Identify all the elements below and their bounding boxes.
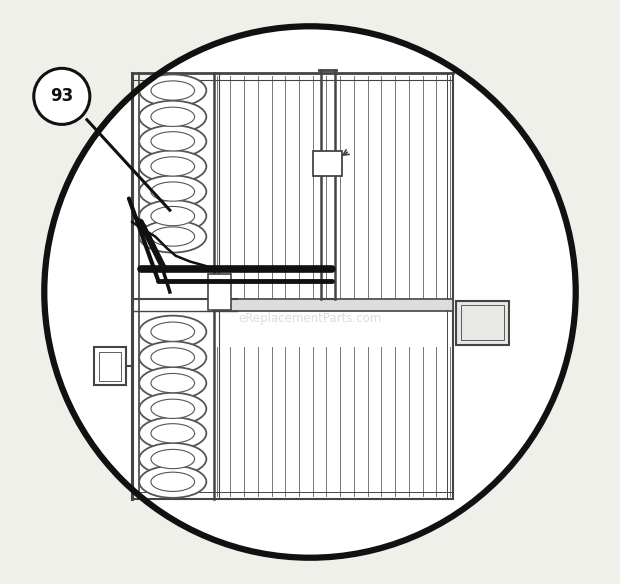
Ellipse shape	[139, 315, 206, 348]
Bar	[208, 274, 231, 310]
Bar	[313, 151, 342, 176]
Ellipse shape	[139, 393, 206, 425]
Bar	[461, 305, 504, 340]
Ellipse shape	[139, 75, 206, 107]
Ellipse shape	[151, 348, 195, 367]
Bar	[99, 352, 122, 381]
Ellipse shape	[139, 175, 206, 208]
Ellipse shape	[151, 182, 195, 201]
Ellipse shape	[151, 157, 195, 176]
Ellipse shape	[151, 81, 195, 100]
Ellipse shape	[139, 100, 206, 133]
Circle shape	[44, 26, 576, 558]
Ellipse shape	[139, 200, 206, 232]
Ellipse shape	[151, 424, 195, 443]
Ellipse shape	[151, 227, 195, 246]
Ellipse shape	[139, 151, 206, 182]
Ellipse shape	[139, 466, 206, 498]
Text: eReplacementParts.com: eReplacementParts.com	[238, 312, 382, 325]
Ellipse shape	[151, 374, 195, 393]
Bar	[94, 347, 126, 385]
Circle shape	[33, 68, 90, 124]
Ellipse shape	[151, 131, 195, 151]
Ellipse shape	[139, 221, 206, 253]
Ellipse shape	[151, 399, 195, 418]
Ellipse shape	[139, 367, 206, 399]
Text: 93: 93	[50, 88, 73, 105]
Ellipse shape	[151, 322, 195, 341]
Ellipse shape	[151, 206, 195, 226]
Ellipse shape	[151, 450, 195, 468]
Ellipse shape	[139, 443, 206, 475]
Bar	[214, 299, 453, 311]
Ellipse shape	[151, 107, 195, 127]
Bar	[456, 301, 508, 345]
Ellipse shape	[139, 417, 206, 450]
Ellipse shape	[139, 126, 206, 157]
Ellipse shape	[139, 341, 206, 374]
Ellipse shape	[151, 472, 195, 492]
